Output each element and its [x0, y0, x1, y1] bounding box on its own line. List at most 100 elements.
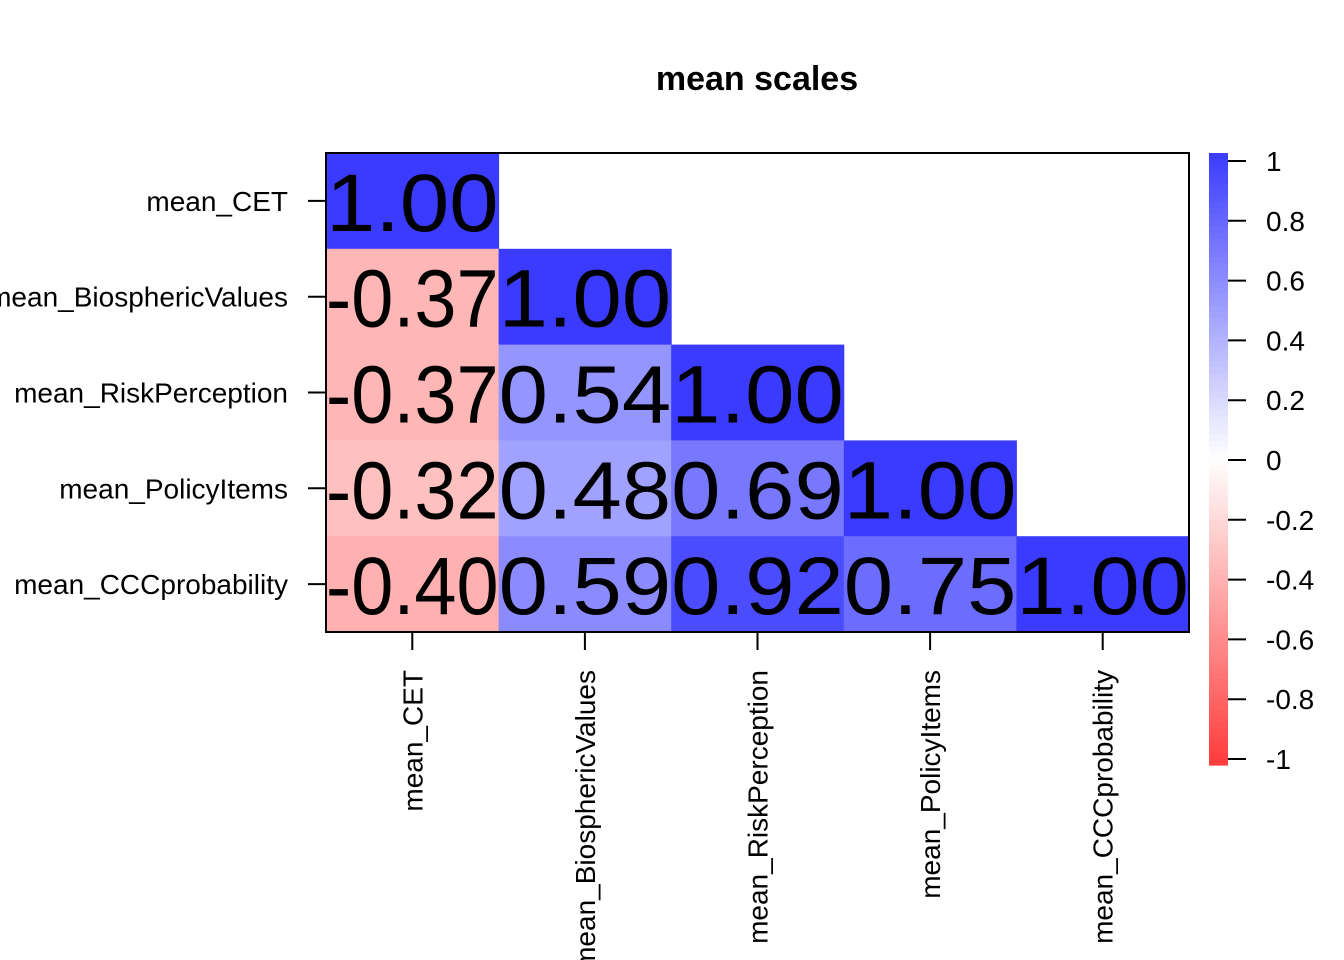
legend-gradient-band — [1209, 312, 1228, 319]
legend-gradient-band — [1209, 348, 1228, 356]
cell-value-label: -0.40 — [326, 541, 499, 632]
chart-title: mean scales — [656, 60, 858, 98]
heatmap-cell-labels: 1.00-0.37 1.00-0.37 0.54 1.00-0.32 0.48 0.69 1… — [326, 158, 1189, 632]
legend-gradient-band — [1209, 581, 1228, 589]
legend-gradient-band — [1209, 257, 1228, 264]
legend-gradient-band — [1209, 189, 1228, 197]
legend-gradient-band — [1209, 569, 1228, 576]
legend-gradient-band — [1209, 275, 1228, 283]
legend-gradient-band — [1209, 660, 1228, 668]
legend-gradient-band — [1209, 538, 1228, 546]
legend-gradient-band — [1209, 153, 1228, 160]
legend-gradient-band — [1209, 752, 1228, 760]
legend-tick-label: 0.2 — [1266, 385, 1305, 416]
legend-gradient-band — [1209, 391, 1228, 399]
heatmap-cell — [326, 248, 500, 346]
heatmap-cell — [498, 440, 672, 537]
legend-gradient-band — [1209, 667, 1228, 674]
y-axis: mean_CET mean_BiosphericValues mean_RiskPe… — [0, 186, 326, 600]
legend-gradient-band — [1209, 208, 1228, 215]
legend-gradient-band — [1209, 446, 1228, 454]
cell-value-label: 1.00 — [499, 254, 672, 345]
cell-value-label: 1.00 — [326, 158, 499, 249]
legend-tick-label: -0.6 — [1266, 624, 1314, 655]
legend-gradient-band — [1209, 605, 1228, 613]
heatmap-cell — [326, 440, 500, 537]
cell-value-label: -0.37 — [326, 350, 499, 441]
legend-gradient-band — [1209, 306, 1228, 313]
legend-gradient-band — [1209, 734, 1228, 742]
legend-gradient-band — [1209, 685, 1228, 693]
heatmap-cell — [498, 536, 672, 633]
legend-gradient-band — [1209, 263, 1228, 270]
x-tick-label: mean_PolicyItems — [915, 670, 946, 899]
legend-gradient-band — [1209, 336, 1228, 344]
y-tick-label: mean_PolicyItems — [59, 473, 288, 504]
cell-value-label: 0.59 — [499, 541, 672, 632]
legend-tick-label: -0.8 — [1266, 684, 1314, 715]
heatmap-cell — [498, 248, 672, 346]
heatmap-cell — [498, 344, 672, 441]
legend-tick-label: 0.6 — [1266, 266, 1305, 297]
heatmap-cell — [326, 536, 500, 633]
legend-gradient-band — [1209, 703, 1228, 711]
legend-gradient-band — [1209, 673, 1228, 680]
legend-gradient-band — [1209, 624, 1228, 631]
legend-gradient-band — [1209, 281, 1228, 289]
y-tick-label: mean_BiosphericValues — [0, 282, 288, 313]
cell-value-label: 0.75 — [844, 541, 1017, 632]
legend-gradient-band — [1209, 299, 1228, 307]
legend-gradient-band — [1209, 183, 1228, 191]
legend-tick-label: 0.4 — [1266, 325, 1305, 356]
cell-value-label: -0.37 — [326, 254, 499, 345]
legend-gradient-band — [1209, 691, 1228, 699]
legend-gradient-band — [1209, 171, 1228, 179]
x-tick-label: mean_CCCprobability — [1088, 670, 1119, 944]
legend-gradient-band — [1209, 361, 1228, 368]
legend-gradient-band — [1209, 397, 1228, 405]
legend-gradient-band — [1209, 195, 1228, 203]
legend-gradient-band — [1209, 324, 1228, 332]
heatmap-cell — [843, 536, 1017, 633]
legend-tick-label: -0.2 — [1266, 505, 1314, 536]
legend-gradient-band — [1209, 520, 1228, 527]
cell-value-label: 0.92 — [671, 541, 844, 632]
cell-value-label: 0.48 — [499, 445, 672, 536]
heatmap-cell — [671, 440, 845, 537]
legend-gradient-band — [1209, 532, 1228, 540]
heatmap-cell — [671, 344, 845, 441]
legend-gradient-band — [1209, 636, 1228, 644]
legend-gradient-band — [1209, 428, 1228, 436]
cell-value-label: -0.32 — [326, 445, 499, 536]
legend-gradient-band — [1209, 367, 1228, 374]
legend-gradient-band — [1209, 165, 1228, 172]
legend-gradient-band — [1209, 177, 1228, 185]
legend-gradient-band — [1209, 159, 1228, 166]
legend-gradient-band — [1209, 410, 1228, 417]
legend-tick-label: 1 — [1266, 146, 1282, 177]
legend-gradient-band — [1209, 642, 1228, 650]
legend-gradient-band — [1209, 244, 1228, 252]
cell-value-label: 1.00 — [844, 445, 1017, 536]
legend-gradient-band — [1209, 514, 1228, 521]
legend-gradient-band — [1209, 550, 1228, 558]
legend-gradient-band — [1209, 722, 1228, 729]
legend-gradient-band — [1209, 618, 1228, 625]
legend-gradient-band — [1209, 440, 1228, 448]
cell-value-label: 0.69 — [671, 445, 844, 536]
legend-gradient-band — [1209, 679, 1228, 687]
legend-gradient-band — [1209, 318, 1228, 325]
legend-gradient-band — [1209, 477, 1228, 485]
x-axis: mean_CET mean_BiosphericValues mean_RiskPe… — [397, 632, 1119, 960]
heatmap-cells — [326, 153, 1190, 633]
legend-gradient-band — [1209, 232, 1228, 240]
legend-gradient-band — [1209, 758, 1228, 766]
legend-gradient-band — [1209, 238, 1228, 246]
legend-gradient-band — [1209, 471, 1228, 478]
cell-value-label: 1.00 — [671, 350, 844, 441]
y-tick-label: mean_CCCprobability — [14, 569, 288, 600]
legend-gradient-band — [1209, 422, 1228, 429]
y-tick-label: mean_CET — [146, 186, 288, 217]
legend-gradient-band — [1209, 593, 1228, 601]
